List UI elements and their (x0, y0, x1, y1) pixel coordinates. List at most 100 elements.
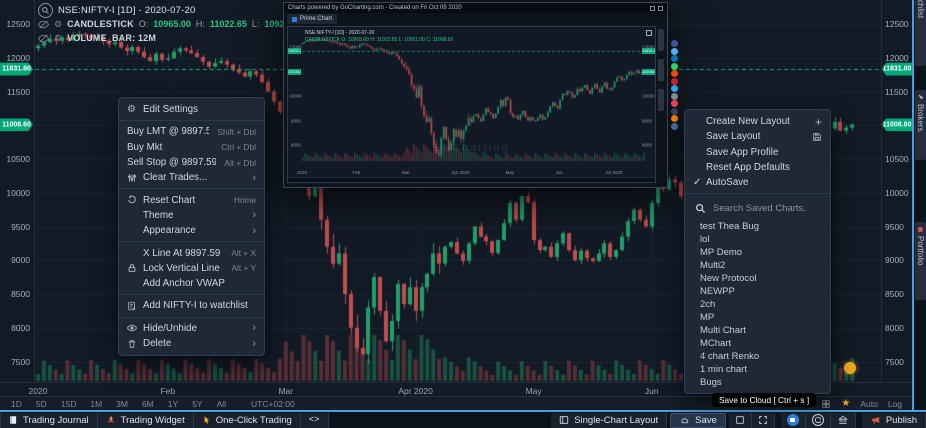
code-panel-button[interactable]: <> (300, 412, 329, 428)
preview-chart-canvas (302, 29, 646, 163)
share-blogger-button[interactable] (671, 115, 678, 122)
share-pinterest-button[interactable] (671, 77, 678, 85)
share-pocket-button[interactable] (671, 100, 678, 107)
saved-charts-list: test Thea Bug lol MP Demo Multi2 New Protoco… (685, 220, 830, 389)
timeframe-button[interactable]: 5D (35, 398, 47, 409)
saved-chart-item[interactable]: test Thea Bug (700, 221, 759, 233)
menu-item-theme[interactable]: Theme › (143, 209, 256, 222)
rocket-icon (107, 415, 114, 423)
share-whatsapp-button[interactable] (671, 62, 678, 70)
timeframe-button[interactable]: 1M (90, 398, 103, 409)
log-scale-toggle[interactable]: Log (887, 398, 902, 409)
tab-watchlist[interactable]: Watchlist (915, 0, 926, 66)
eye-off-icon[interactable] (38, 33, 49, 44)
saved-chart-item[interactable]: MP (700, 312, 715, 324)
saved-charts-search-input[interactable] (713, 203, 820, 215)
single-chart-layout-button[interactable]: Single-Chart Layout (551, 412, 668, 428)
tab-portfolio[interactable]: Portfolio (915, 222, 926, 300)
timezone-label[interactable]: UTC+02:00 (251, 398, 295, 409)
share-telegram-button[interactable] (671, 85, 678, 92)
saved-chart-item[interactable]: 2ch (700, 299, 716, 311)
timeframe-button[interactable]: 1D (11, 398, 22, 409)
preview-tab[interactable]: Prime Chart (287, 14, 338, 24)
time-axis[interactable]: 2020 Feb Mar Apr 2020 May Jun (0, 382, 912, 396)
plus-icon: + (814, 114, 822, 129)
share-vk-button[interactable] (671, 122, 678, 130)
screenshot-frame-button[interactable] (728, 412, 752, 428)
share-facebook-button[interactable] (671, 40, 678, 47)
preview-close-icon[interactable] (658, 5, 663, 11)
menu-item-lock-vertical-line[interactable]: Lock Vertical Line Alt + Y (119, 261, 264, 276)
menu-item-appearance[interactable]: Appearance › (143, 224, 256, 237)
tab-brokers[interactable]: Brokers (915, 90, 926, 160)
save-button[interactable]: Save (670, 412, 726, 428)
saved-chart-item[interactable]: NEWPP (700, 286, 735, 298)
refresh-icon (811, 414, 824, 426)
study-settings-gear-icon[interactable]: ⚙ (54, 32, 63, 43)
scroll-to-recent-button[interactable] (844, 362, 856, 374)
menu-item-reset-chart[interactable]: Reset Chart Home (119, 192, 264, 207)
menu-item-buy-mkt[interactable]: Buy Mkt Ctrl + Dbl (127, 141, 256, 153)
preview-title: Charts powered by GoCharting.com - Creat… (288, 5, 462, 11)
trading-journal-button[interactable]: Trading Journal (0, 412, 98, 428)
wrench-icon (918, 94, 924, 100)
menu-item-x-line[interactable]: X Line At 9897.59 Alt + X (143, 247, 256, 259)
price-tick-label: 8500 (11, 289, 30, 299)
saved-chart-item[interactable]: 4 chart Renko (700, 351, 760, 363)
menu-item-clear-trades[interactable]: Clear Trades... › (119, 170, 264, 185)
timeframe-button[interactable]: 15D (60, 398, 77, 409)
favorite-star-icon[interactable]: ★ (841, 397, 851, 409)
menu-item-add-to-watchlist[interactable]: Add NIFTY-I to watchlist (119, 298, 264, 313)
watchlist-add-icon (127, 301, 143, 311)
saved-chart-item[interactable]: 1 min chart (700, 364, 747, 376)
share-tumblr-button[interactable] (671, 107, 678, 115)
menu-item-hide-unhide[interactable]: Hide/Unhide › (119, 321, 264, 336)
share-linkedin-button[interactable] (671, 55, 678, 62)
exchange-button[interactable] (830, 412, 856, 428)
menu-item-reset-app-defaults[interactable]: Reset App Defaults (706, 162, 790, 174)
timeframe-button[interactable]: 6M (141, 398, 154, 409)
one-click-trading-button[interactable]: One-Click Trading (193, 412, 301, 428)
sync-button[interactable] (805, 412, 831, 428)
saved-chart-item[interactable]: Multi Chart (700, 325, 746, 337)
share-twitter-button[interactable] (671, 47, 678, 55)
menu-item-create-new-layout[interactable]: Create New Layout + (706, 114, 822, 129)
saved-chart-item[interactable]: MP Demo (700, 247, 743, 259)
auto-scale-toggle[interactable]: Auto (860, 398, 878, 409)
preview-title-bar: Charts powered by GoCharting.com - Creat… (284, 3, 667, 13)
saved-chart-item[interactable]: Bugs (700, 377, 722, 389)
trading-widget-button[interactable]: Trading Widget (97, 412, 194, 428)
saved-chart-item[interactable]: Multi2 (700, 260, 726, 272)
symbol-search-icon[interactable] (38, 2, 53, 18)
preview-chart-box: 1200012000110001100010000100009000900080… (287, 26, 656, 183)
saved-chart-item[interactable]: New Protocol (700, 273, 757, 285)
saved-chart-item[interactable]: MChart (700, 338, 732, 350)
menu-item-save-layout[interactable]: Save Layout (685, 129, 830, 144)
preview-price-tag: 11008.60 (288, 68, 301, 75)
eye-off-icon[interactable] (38, 19, 49, 30)
fullscreen-button[interactable] (751, 412, 775, 428)
share-email-button[interactable] (671, 92, 678, 100)
price-tick-label: 10500 (885, 154, 909, 164)
study-settings-gear-icon[interactable]: ⚙ (54, 18, 63, 29)
publish-button[interactable]: Publish (861, 412, 926, 428)
timeframe-button[interactable]: 5Y (192, 398, 203, 409)
snapshot-button[interactable] (780, 412, 806, 428)
timeframe-button[interactable]: 1Y (167, 398, 179, 409)
menu-item-save-app-profile[interactable]: Save App Profile (706, 146, 779, 158)
menu-item-autosave[interactable]: ✓ AutoSave (693, 177, 749, 189)
saved-charts-search[interactable] (685, 197, 830, 220)
menu-item-edit-settings[interactable]: ⚙ Edit Settings (127, 103, 199, 116)
timeframe-button[interactable]: 3M (116, 398, 128, 409)
grid-settings-icon[interactable] (821, 399, 831, 409)
menu-item-sell-stop[interactable]: Sell Stop @ 9897.59 Alt + Dbl (127, 157, 256, 169)
saved-chart-item[interactable]: lol (700, 234, 710, 246)
menu-item-buy-lmt[interactable]: Buy LMT @ 9897.59 Shift + Dbl (127, 126, 256, 138)
timeframe-button[interactable]: All (216, 398, 227, 409)
preview-edit-icon[interactable] (650, 5, 655, 11)
lock-icon (127, 263, 143, 273)
menu-item-delete[interactable]: Delete › (119, 336, 264, 351)
share-reddit-button[interactable] (671, 70, 678, 77)
menu-item-add-anchor-vwap[interactable]: Add Anchor VWAP (143, 278, 225, 290)
